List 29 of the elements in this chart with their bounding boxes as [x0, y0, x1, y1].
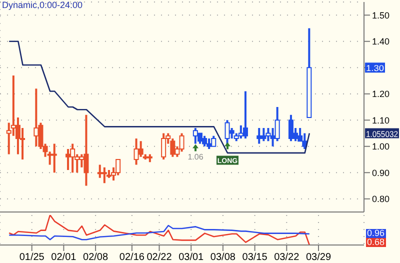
candlestick — [34, 88, 39, 148]
x-tick-label: 03/15 — [242, 252, 268, 263]
x-tick-label: 02/08 — [83, 252, 108, 263]
text: 0.68 — [366, 237, 386, 247]
candlestick — [52, 142, 57, 174]
x-tick-label: 02/01 — [51, 252, 77, 263]
y-tick-label: 0.80 — [372, 194, 390, 204]
candlestick — [66, 148, 71, 171]
candlestick — [242, 90, 248, 140]
x-tick-label: 03/29 — [306, 252, 332, 263]
x-tick-label: 03/22 — [274, 252, 300, 263]
x-tick-label: 01/25 — [19, 252, 45, 263]
y-tick-label: 1.10 — [372, 115, 390, 126]
candlestick — [256, 127, 262, 145]
y-tick-label: 1.40 — [372, 36, 390, 47]
x-tick-label: 03/08 — [210, 252, 236, 263]
annotation: 1.06 — [188, 152, 204, 162]
candlestick — [274, 106, 280, 142]
x-tick-label: 02/16 — [119, 252, 145, 263]
y-tick-label: 1.00 — [372, 142, 390, 152]
text: 0.96 — [366, 228, 386, 238]
chart-title: Dynamic,0:00-24:00 — [2, 0, 83, 10]
x-tick-label: 03/01 — [178, 252, 204, 263]
text: 1.30 — [366, 63, 384, 74]
y-tick-label: 1.50 — [372, 10, 390, 20]
x-tick-label: 02/22 — [146, 252, 172, 263]
y-tick-label: 1.20 — [372, 89, 390, 100]
y-tick-label: 0.90 — [372, 168, 390, 178]
text: 1.055032 — [366, 128, 400, 139]
